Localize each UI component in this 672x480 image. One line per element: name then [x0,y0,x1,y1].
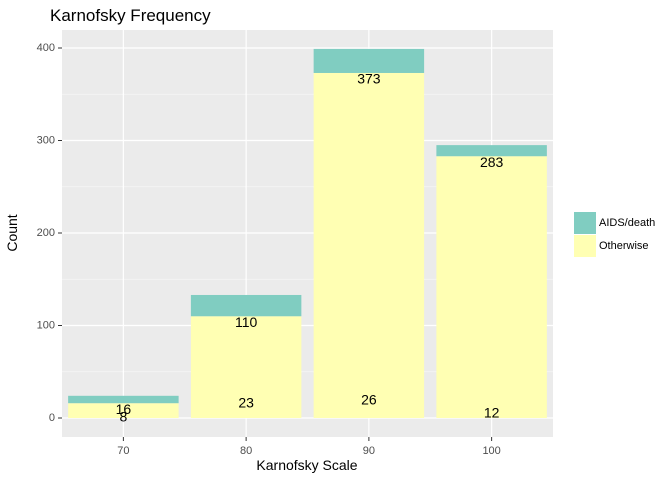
x-tick-label: 70 [117,445,129,457]
legend-label: AIDS/death [599,217,655,229]
bar-otherwise [190,316,302,418]
data-labels: 168 110 23 373 26 283 12 [116,71,504,425]
x-axis-title: Karnofsky Scale [256,457,357,473]
y-tick-label: 400 [37,42,55,54]
bar-otherwise [436,156,547,418]
data-label-otherwise: 16 [116,401,132,417]
bar-aids-death [68,395,179,404]
legend-key [574,235,596,257]
y-tick-label: 0 [49,412,55,424]
bars [68,48,547,418]
y-tick-label: 200 [37,227,55,239]
data-label-aids-death: 12 [484,405,500,421]
y-axis: 0 100 200 300 400 [37,42,62,424]
y-tick-label: 300 [37,134,55,146]
data-label-aids-death: 23 [238,394,254,410]
x-axis: 70 80 90 100 [117,437,501,457]
bar-aids-death [190,294,302,317]
y-axis-title: Count [4,214,20,251]
data-label-aids-death: 8 [119,408,127,424]
data-label-otherwise: 373 [357,71,381,87]
data-label-otherwise: 283 [480,154,504,170]
chart-title: Karnofsky Frequency [50,6,211,25]
data-label-aids-death: 26 [361,392,377,408]
bar-otherwise [313,72,425,418]
x-tick-label: 100 [482,445,500,457]
x-tick-label: 90 [363,445,375,457]
legend-label: Otherwise [599,240,649,252]
legend-key [574,212,596,234]
bar-otherwise [68,403,179,418]
bar-aids-death [313,48,425,73]
legend: AIDS/death Otherwise [574,212,655,257]
y-tick-label: 100 [37,319,55,331]
data-label-otherwise: 110 [235,314,258,330]
x-tick-label: 80 [240,445,252,457]
bar-aids-death [436,145,547,157]
